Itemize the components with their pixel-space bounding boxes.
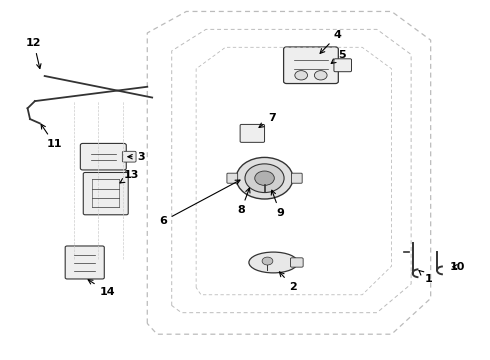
Circle shape: [295, 71, 308, 80]
Text: 12: 12: [26, 38, 42, 68]
FancyBboxPatch shape: [122, 151, 136, 162]
Text: 5: 5: [331, 50, 345, 63]
Ellipse shape: [249, 252, 298, 273]
Text: 14: 14: [88, 280, 115, 297]
Text: 13: 13: [120, 170, 139, 183]
FancyBboxPatch shape: [80, 143, 126, 170]
Text: 11: 11: [41, 124, 62, 149]
Text: 2: 2: [279, 272, 297, 292]
FancyBboxPatch shape: [284, 47, 338, 84]
Text: 4: 4: [320, 30, 342, 53]
FancyBboxPatch shape: [83, 172, 128, 215]
Text: 3: 3: [128, 152, 145, 162]
Circle shape: [315, 71, 327, 80]
Circle shape: [262, 257, 273, 265]
FancyBboxPatch shape: [334, 59, 351, 72]
Text: 1: 1: [419, 270, 432, 284]
FancyBboxPatch shape: [65, 246, 104, 279]
Text: 8: 8: [237, 188, 250, 216]
Circle shape: [255, 171, 274, 185]
FancyBboxPatch shape: [292, 173, 302, 183]
Text: 6: 6: [159, 180, 240, 226]
Text: 7: 7: [259, 113, 276, 127]
Circle shape: [236, 157, 293, 199]
Text: 10: 10: [450, 262, 465, 272]
Circle shape: [245, 164, 284, 193]
FancyBboxPatch shape: [240, 125, 265, 142]
FancyBboxPatch shape: [291, 258, 303, 267]
Text: 9: 9: [271, 190, 284, 218]
FancyBboxPatch shape: [227, 173, 238, 183]
